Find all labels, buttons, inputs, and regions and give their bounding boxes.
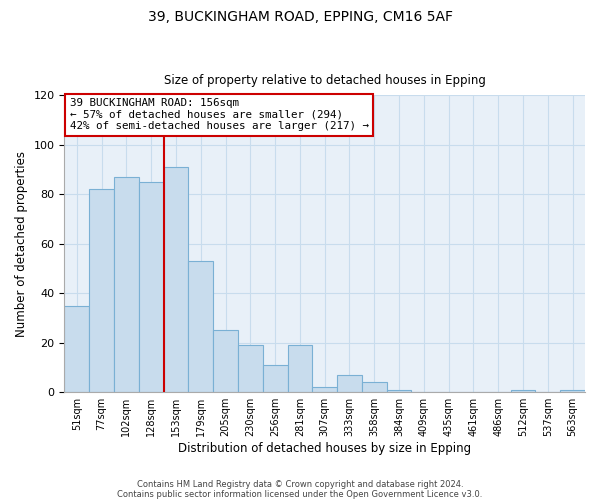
Bar (511, 390, 535, 392)
Title: Size of property relative to detached houses in Epping: Size of property relative to detached ho… (164, 74, 485, 87)
Bar (560, 390, 585, 392)
Text: Contains public sector information licensed under the Open Government Licence v3: Contains public sector information licen… (118, 490, 482, 499)
Bar (164, 167, 188, 392)
Bar (362, 382, 386, 392)
Bar (263, 365, 287, 392)
Y-axis label: Number of detached properties: Number of detached properties (15, 150, 28, 336)
Bar (114, 177, 139, 392)
Bar (238, 345, 263, 392)
Bar (64, 306, 89, 392)
Bar (287, 345, 313, 392)
Text: 39 BUCKINGHAM ROAD: 156sqm
← 57% of detached houses are smaller (294)
42% of sem: 39 BUCKINGHAM ROAD: 156sqm ← 57% of deta… (70, 98, 368, 132)
Text: Contains HM Land Registry data © Crown copyright and database right 2024.: Contains HM Land Registry data © Crown c… (137, 480, 463, 489)
Bar (188, 261, 213, 392)
Bar (337, 375, 362, 392)
Bar (139, 182, 164, 392)
Bar (386, 390, 412, 392)
X-axis label: Distribution of detached houses by size in Epping: Distribution of detached houses by size … (178, 442, 471, 455)
Text: 39, BUCKINGHAM ROAD, EPPING, CM16 5AF: 39, BUCKINGHAM ROAD, EPPING, CM16 5AF (148, 10, 452, 24)
Bar (89, 189, 114, 392)
Bar (313, 388, 337, 392)
Bar (213, 330, 238, 392)
